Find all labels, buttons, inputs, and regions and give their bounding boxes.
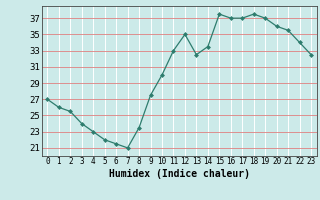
X-axis label: Humidex (Indice chaleur): Humidex (Indice chaleur) (109, 169, 250, 179)
